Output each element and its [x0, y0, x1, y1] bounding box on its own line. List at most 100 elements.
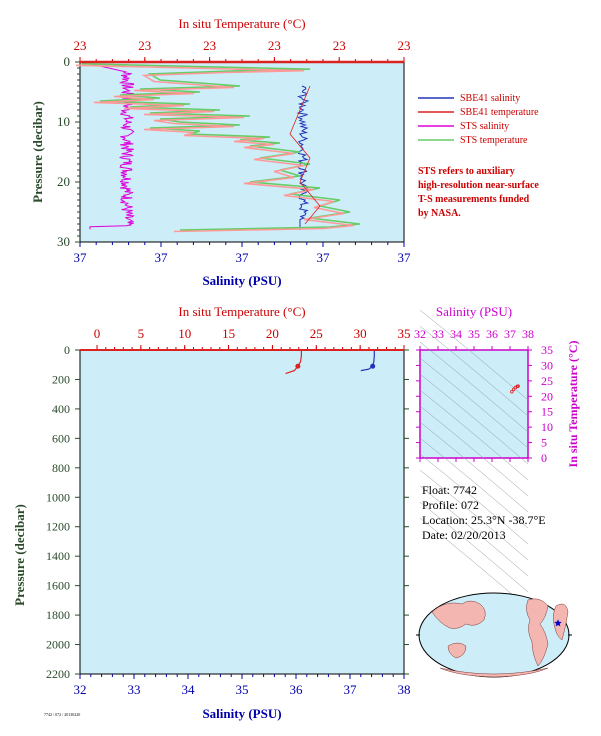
ts-temp-tick-label: 30 — [541, 358, 553, 372]
ts-data-point — [516, 384, 520, 388]
ts-density-contour — [419, 405, 529, 497]
legend-item-label: SBE41 temperature — [460, 107, 539, 118]
top-pressure-tick-label: 0 — [64, 54, 71, 69]
bottom-sal-tick-label: 33 — [128, 682, 141, 697]
ts-data-point — [510, 390, 514, 394]
top-temp-axis-title: In situ Temperature (°C) — [178, 16, 305, 31]
bottom-temp-axis-title: In situ Temperature (°C) — [178, 304, 305, 319]
top-pressure-tick-label: 10 — [57, 114, 70, 129]
bottom-sal-tick-label: 36 — [290, 682, 304, 697]
float-info: Float: 7742 Profile: 072 Location: 25.3°… — [422, 483, 546, 542]
bottom-pressure-axis-title: Pressure (decibar) — [12, 504, 27, 606]
ts-density-contour — [419, 453, 529, 545]
bottom-sal-axis-title: Salinity (PSU) — [202, 706, 281, 721]
float-id: Float: 7742 — [422, 483, 477, 497]
top-temp-tick-label: 23 — [333, 38, 346, 53]
ts-density-contour — [419, 325, 529, 417]
bottom-pressure-tick-label: 600 — [52, 431, 70, 445]
bottom-sal-tick-label: 34 — [182, 682, 196, 697]
ts-temp-tick-label: 15 — [541, 405, 553, 419]
ts-density-contour — [419, 485, 529, 577]
bottom-temp-tick-label: 30 — [354, 326, 367, 341]
top-sal-tick-label: 37 — [398, 250, 412, 265]
bottom-pressure-tick-label: 1600 — [46, 579, 70, 593]
ts-temp-tick-label: 10 — [541, 420, 553, 434]
ts-density-contour — [419, 373, 529, 465]
bottom-panel: In situ Temperature (°C) 0 5 10 15 20 25 30 35 … — [12, 304, 411, 721]
ts-density-contour — [419, 341, 529, 433]
ts-density-contour — [419, 357, 529, 449]
top-series-lines — [75, 63, 361, 233]
ts-sal-axis-title: Salinity (PSU) — [436, 304, 512, 319]
legend-note-line: high-resolution near-surface — [418, 180, 539, 191]
legend-note-line: T-S measurements funded — [418, 194, 530, 205]
top-temp-tick-labels: 23 23 23 23 23 23 — [74, 38, 411, 62]
map-land-antarctica — [439, 667, 549, 678]
top-pressure-tick-labels: 0 10 20 30 — [57, 54, 80, 249]
profile-number: Profile: 072 — [422, 498, 479, 512]
ts-sal-tick-label: 34 — [450, 327, 462, 341]
bottom-pressure-tick-label: 400 — [52, 402, 70, 416]
bottom-temp-tick-label: 5 — [138, 326, 145, 341]
top-sal-tick-label: 37 — [317, 250, 331, 265]
ts-sal-tick-label: 37 — [504, 327, 516, 341]
bottom-temp-tick-label: 25 — [310, 326, 323, 341]
top-temp-tick-label: 23 — [203, 38, 216, 53]
top-sal-tick-labels: 37 37 37 37 37 — [74, 242, 412, 265]
ts-density-contour — [419, 437, 529, 529]
bottom-sal-tick-label: 35 — [236, 682, 249, 697]
ts-sal-tick-label: 32 — [414, 327, 426, 341]
bottom-pressure-tick-labels: 0 200 400 600 800 1000 1200 1400 1600 1800 2000 220… — [46, 343, 409, 681]
footer-tiny-text: 7742 / 072 / 20130220 — [44, 712, 80, 717]
bottom-pressure-tick-label: 1800 — [46, 608, 70, 622]
bottom-temperature-line — [285, 350, 302, 375]
sts-temperature-line — [81, 63, 361, 231]
date: Date: 02/20/2013 — [422, 528, 506, 542]
ts-data-points — [510, 384, 520, 394]
legend-item-label: STS salinity — [460, 121, 509, 132]
bottom-temp-tick-labels: 0 5 10 15 20 25 30 35 — [94, 326, 411, 350]
bottom-sal-tick-label: 38 — [398, 682, 411, 697]
map-land-americas — [526, 598, 549, 667]
ts-sal-tick-label: 38 — [522, 327, 534, 341]
ts-density-contour — [419, 421, 529, 513]
ts-density-contour — [419, 501, 529, 593]
top-sal-axis-title: Salinity (PSU) — [202, 273, 281, 288]
ts-panel: Salinity (PSU) 32 33 34 35 36 37 38 In situ Te… — [414, 304, 580, 609]
bottom-sal-tick-labels: 32 33 34 35 36 37 38 — [74, 674, 411, 697]
bottom-pressure-tick-label: 2200 — [46, 667, 70, 681]
ts-sal-tick-labels: 32 33 34 35 36 37 38 — [414, 327, 534, 462]
ts-density-contour — [419, 389, 529, 481]
top-temp-tick-label: 23 — [268, 38, 281, 53]
ts-plot-area — [419, 349, 529, 459]
legend-item-label: STS temperature — [460, 135, 528, 146]
legend-item-label: SBE41 salinity — [460, 93, 520, 104]
float-location-marker — [554, 619, 562, 627]
ts-data-point — [511, 387, 516, 392]
top-sal-tick-label: 37 — [236, 250, 250, 265]
bottom-sal-tick-label: 37 — [344, 682, 358, 697]
top-sal-tick-label: 37 — [74, 250, 88, 265]
map-land-australia — [447, 642, 467, 659]
ts-temp-tick-label: 20 — [541, 389, 553, 403]
bottom-sal-tick-label: 32 — [74, 682, 87, 697]
sbe41-salinity-line — [296, 85, 310, 230]
top-sal-tick-label: 37 — [155, 250, 169, 265]
ts-temp-tick-label: 0 — [541, 451, 547, 465]
bottom-pressure-tick-label: 200 — [52, 372, 70, 386]
ts-temp-tick-label: 25 — [541, 374, 553, 388]
legend-note-line: STS refers to auxiliary — [418, 166, 515, 177]
world-map — [416, 592, 572, 678]
ts-sal-tick-label: 35 — [468, 327, 480, 341]
bottom-pressure-tick-label: 1400 — [46, 549, 70, 563]
top-pressure-axis-title: Pressure (decibar) — [30, 101, 45, 203]
legend-note-line: by NASA. — [418, 208, 461, 219]
bottom-pressure-tick-label: 0 — [64, 343, 70, 357]
top-panel: In situ Temperature (°C) 23 23 23 23 23 23 Sa… — [30, 16, 411, 288]
sts-salinity-line — [89, 63, 135, 230]
map-land-eurasia — [431, 600, 486, 629]
sbe41-temperature-line — [289, 85, 321, 225]
top-temp-tick-label: 23 — [74, 38, 87, 53]
